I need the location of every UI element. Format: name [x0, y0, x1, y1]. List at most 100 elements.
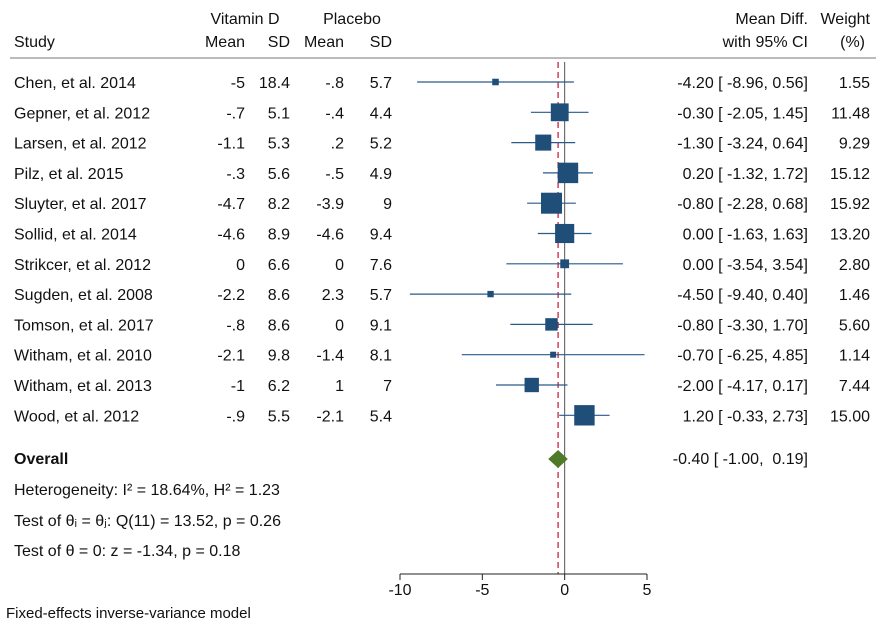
placebo-sd: 7.6 [370, 257, 392, 274]
placebo-sd: 4.9 [370, 166, 392, 183]
weight-value: 15.00 [830, 408, 870, 425]
overall-diamond [548, 450, 568, 468]
point-estimate-marker [550, 103, 569, 122]
header-weight-bottom: (%) [840, 34, 865, 51]
study-row: Chen, et al. 2014 -5 18.4 -.8 5.7 -4.20 [ -8.… [14, 75, 870, 92]
column-headers: Vitamin D Placebo Study Mean SD Mean SD … [14, 11, 871, 51]
x-tick-label: -10 [388, 582, 411, 599]
x-tick-label: -5 [475, 582, 489, 599]
point-estimate-marker [557, 162, 579, 184]
vitamin-d-mean: -2.2 [217, 287, 245, 304]
vitamin-d-sd: 8.9 [268, 227, 290, 244]
placebo-sd: 5.2 [370, 136, 392, 153]
point-estimate-marker [535, 134, 552, 151]
placebo-sd: 9 [383, 196, 392, 213]
statistics: Heterogeneity: I² = 18.64%, H² = 1.23 Te… [14, 482, 281, 560]
study-name: Sollid, et al. 2014 [14, 227, 137, 244]
x-tick-label: 0 [560, 582, 569, 599]
study-rows: Chen, et al. 2014 -5 18.4 -.8 5.7 -4.20 [ -8.… [14, 75, 870, 426]
x-axis: -10 -5 0 5 [388, 573, 652, 599]
vitamin-d-sd: 6.6 [268, 257, 290, 274]
header-sd-1: SD [268, 34, 290, 51]
study-row: Sollid, et al. 2014 -4.6 8.9 -4.6 9.4 0.00 [ … [14, 223, 870, 244]
study-row: Gepner, et al. 2012 -.7 5.1 -.4 4.4 -0.30 [ -… [14, 103, 870, 122]
mean-diff-ci: 0.20 [ -1.32, 1.72] [683, 166, 808, 183]
header-weight-top: Weight [820, 11, 870, 28]
weight-value: 13.20 [830, 227, 870, 244]
weight-value: 15.92 [830, 196, 870, 213]
point-estimate-marker [524, 377, 539, 393]
study-name: Tomson, et al. 2017 [14, 317, 154, 334]
vitamin-d-mean: -.9 [226, 408, 245, 425]
placebo-mean: -3.9 [316, 196, 344, 213]
placebo-mean: 1 [335, 378, 344, 395]
mean-diff-ci: -0.80 [ -2.28, 0.68] [677, 196, 808, 213]
zero-test-text: Test of θ = 0: z = -1.34, p = 0.18 [14, 543, 240, 560]
placebo-mean: -.8 [325, 75, 344, 92]
overall-label: Overall [14, 451, 68, 468]
study-name: Chen, et al. 2014 [14, 75, 136, 92]
placebo-mean: -4.6 [316, 227, 344, 244]
point-estimate-marker [550, 351, 557, 358]
header-effect-top: Mean Diff. [735, 11, 808, 28]
weight-value: 11.48 [831, 105, 870, 122]
vitamin-d-mean: -1 [231, 378, 245, 395]
vitamin-d-sd: 18.4 [259, 75, 290, 92]
vitamin-d-mean: -.7 [226, 105, 245, 122]
overall-ci-text: -0.40 [ -1.00, 0.19] [673, 451, 808, 468]
placebo-mean: 2.3 [322, 287, 344, 304]
weight-value: 1.14 [839, 348, 870, 365]
mean-diff-ci: -1.30 [ -3.24, 0.64] [677, 136, 808, 153]
x-tick-label: 5 [643, 582, 652, 599]
placebo-mean: -.5 [325, 166, 344, 183]
weight-value: 7.44 [839, 378, 870, 395]
mean-diff-ci: 1.20 [ -0.33, 2.73] [683, 408, 808, 425]
placebo-mean: -1.4 [316, 348, 344, 365]
study-row: Larsen, et al. 2012 -1.1 5.3 .2 5.2 -1.30 [ -… [14, 134, 870, 153]
weight-value: 1.46 [839, 287, 870, 304]
study-row: Pilz, et al. 2015 -.3 5.6 -.5 4.9 0.20 [ -1.3… [14, 162, 870, 184]
placebo-sd: 4.4 [370, 105, 392, 122]
vitamin-d-mean: 0 [236, 257, 245, 274]
weight-value: 15.12 [830, 166, 870, 183]
header-mean-1: Mean [205, 34, 245, 51]
study-name: Witham, et al. 2010 [14, 348, 152, 365]
vitamin-d-mean: -.8 [226, 317, 245, 334]
header-mean-2: Mean [304, 34, 344, 51]
placebo-sd: 8.1 [370, 348, 392, 365]
study-name: Wood, et al. 2012 [14, 408, 139, 425]
study-row: Wood, et al. 2012 -.9 5.5 -2.1 5.4 1.20 [ -0.… [14, 405, 870, 426]
point-estimate-marker [560, 259, 570, 269]
study-name: Sluyter, et al. 2017 [14, 196, 147, 213]
study-name: Pilz, et al. 2015 [14, 166, 124, 183]
mean-diff-ci: -4.50 [ -9.40, 0.40] [677, 287, 808, 304]
overall-row: Overall -0.40 [ -1.00, 0.19] [14, 450, 808, 468]
vitamin-d-sd: 5.6 [268, 166, 290, 183]
vitamin-d-mean: -4.6 [217, 227, 245, 244]
point-estimate-marker [574, 405, 595, 426]
weight-value: 2.80 [839, 257, 870, 274]
placebo-sd: 5.7 [370, 287, 392, 304]
vitamin-d-sd: 9.8 [268, 348, 290, 365]
mean-diff-ci: -0.30 [ -2.05, 1.45] [677, 105, 808, 122]
placebo-mean: .2 [331, 136, 344, 153]
vitamin-d-sd: 5.5 [268, 408, 290, 425]
placebo-mean: 0 [335, 257, 344, 274]
vitamin-d-sd: 8.6 [268, 287, 290, 304]
placebo-mean: -2.1 [316, 408, 344, 425]
vitamin-d-mean: -5 [231, 75, 245, 92]
vitamin-d-mean: -2.1 [217, 348, 245, 365]
point-estimate-marker [540, 192, 562, 214]
point-estimate-marker [487, 290, 494, 298]
mean-diff-ci: -2.00 [ -4.17, 0.17] [677, 378, 808, 395]
point-estimate-marker [545, 318, 558, 331]
mean-diff-ci: -0.80 [ -3.30, 1.70] [677, 317, 808, 334]
homogeneity-test-text: Test of θᵢ = θⱼ: Q(11) = 13.52, p = 0.26 [14, 513, 281, 530]
point-estimate-marker [555, 223, 575, 244]
study-row: Tomson, et al. 2017 -.8 8.6 0 9.1 -0.80 [ -3.… [14, 317, 870, 334]
placebo-mean: 0 [335, 317, 344, 334]
study-row: Strikcer, et al. 2012 0 6.6 0 7.6 0.00 [ -3.5… [14, 257, 870, 274]
mean-diff-ci: 0.00 [ -1.63, 1.63] [683, 227, 808, 244]
study-name: Witham, et al. 2013 [14, 378, 152, 395]
